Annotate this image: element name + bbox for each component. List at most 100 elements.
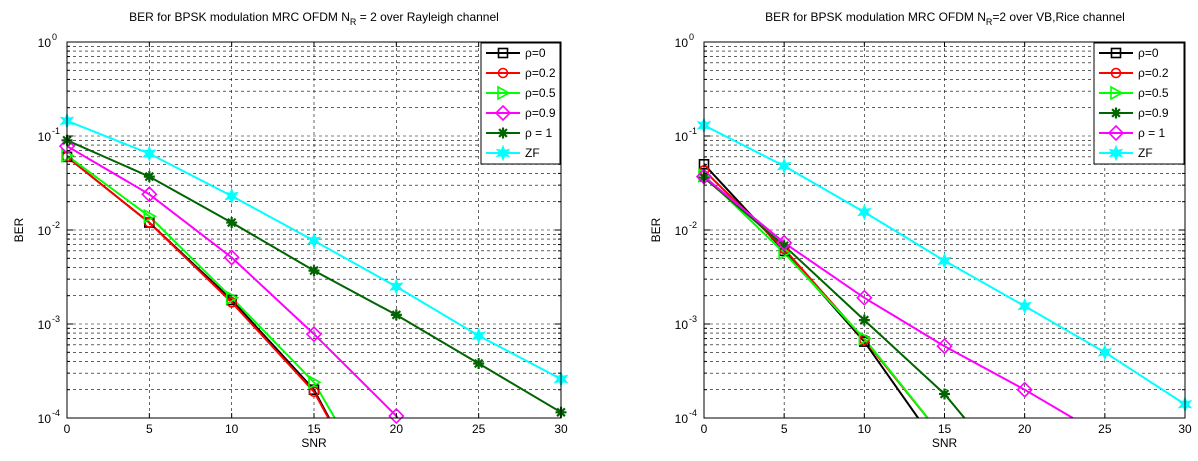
title-rest: = 2 over Rayleigh channel	[356, 10, 498, 24]
title-main: BER for BPSK modulation MRC OFDM N	[129, 10, 350, 24]
y-tick-label: 10 0	[38, 32, 57, 50]
y-tick-base: 10	[38, 130, 52, 144]
y-tick-label: 10 -3	[38, 314, 60, 332]
legend-marker	[497, 67, 509, 79]
data-point-marker	[308, 386, 320, 398]
y-tick-base: 10	[675, 224, 689, 238]
data-point-marker	[308, 265, 320, 277]
y-tick-exponent: -4	[689, 408, 697, 418]
data-point-marker	[308, 374, 322, 390]
data-point-marker	[223, 249, 240, 266]
legend-box	[480, 42, 561, 165]
title-rest: =2 over VB,Rice channel	[992, 10, 1124, 24]
data-point-marker	[778, 240, 790, 252]
x-tick-label: 0	[701, 422, 708, 436]
data-point-marker	[141, 186, 158, 203]
legend-label: ρ=0.2	[525, 66, 556, 80]
y-tick-label: 10 -4	[675, 408, 697, 426]
legend-label: ρ=0.9	[525, 106, 556, 120]
legend-item: ρ=0.2	[1099, 66, 1169, 80]
data-point-marker	[858, 314, 870, 326]
data-point-marker	[856, 289, 873, 306]
data-point-marker	[305, 326, 323, 343]
legend-marker	[1110, 67, 1122, 79]
data-point-marker	[939, 388, 950, 400]
data-point-marker	[776, 234, 793, 251]
x-tick-label: 5	[146, 422, 153, 436]
y-tick-base: 10	[38, 224, 52, 238]
legend-marker	[497, 85, 511, 101]
legend: ρ=0 ρ=0.2 ρ=0.5 ρ=0.9 ρ = 1 ZF	[480, 42, 561, 165]
y-tick-label: 10 -1	[675, 126, 697, 144]
x-tick-label: 30	[1178, 422, 1192, 436]
x-tick-label: 0	[64, 422, 71, 436]
legend-marker	[1110, 107, 1122, 119]
legend-item: ZF	[1099, 144, 1153, 162]
y-tick-base: 10	[675, 318, 689, 332]
data-point-marker	[143, 208, 158, 224]
legend-item: ρ=0	[1099, 46, 1159, 60]
data-point-marker	[142, 145, 157, 163]
y-tick-label: 10 0	[675, 32, 694, 50]
legend-label: ρ=0.9	[1138, 106, 1169, 120]
data-point-marker	[389, 278, 404, 296]
title-main: BER for BPSK modulation MRC OFDM N	[765, 10, 986, 24]
legend-marker	[1108, 144, 1124, 162]
legend-item: ρ=0.5	[486, 85, 556, 101]
y-tick-exponent: -4	[52, 408, 60, 418]
legend-label: ZF	[525, 146, 540, 160]
y-tick-base: 10	[675, 36, 689, 50]
x-tick-label: 15	[938, 422, 952, 436]
y-tick-exponent: -2	[689, 220, 697, 230]
x-tick-label: 10	[225, 422, 239, 436]
legend-label: ρ=0	[525, 46, 546, 60]
legend-label: ρ=0.5	[525, 86, 556, 100]
y-tick-exponent: -1	[689, 126, 697, 136]
x-tick-label: 15	[307, 422, 321, 436]
x-axis-label: SNR	[932, 436, 958, 450]
series-line-1	[67, 156, 330, 418]
y-tick-base: 10	[675, 130, 689, 144]
y-tick-label: 10 -2	[38, 220, 60, 238]
title-subscript: R	[986, 17, 993, 27]
x-tick-label: 25	[1098, 422, 1112, 436]
data-point-marker	[1016, 381, 1033, 398]
y-tick-label: 10 -1	[38, 126, 60, 144]
y-tick-exponent: 0	[52, 32, 57, 42]
legend-label: ρ=0	[1138, 46, 1159, 60]
y-tick-exponent: -3	[689, 314, 697, 324]
legend-marker	[494, 104, 512, 122]
markers-group	[58, 112, 569, 425]
data-point-marker	[473, 358, 485, 369]
chart-title: BER for BPSK modulation MRC OFDM NR = 2 …	[129, 10, 499, 27]
legend-item: ρ=0.9	[1099, 106, 1169, 120]
x-tick-label: 25	[472, 422, 486, 436]
data-point-marker	[390, 309, 402, 321]
y-tick-exponent: -3	[52, 314, 60, 324]
data-point-marker	[388, 407, 405, 425]
data-point-marker	[857, 203, 872, 221]
legend-item: ρ = 1	[1099, 124, 1166, 142]
legend-box	[1093, 42, 1185, 165]
data-point-marker	[776, 157, 792, 175]
y-tick-exponent: 0	[689, 32, 694, 42]
legend-item: ρ=0.2	[486, 66, 556, 80]
data-point-marker	[1097, 343, 1113, 361]
y-tick-base: 10	[675, 412, 689, 426]
legend-item: ρ=0.5	[1099, 85, 1169, 101]
legend-marker	[495, 144, 511, 162]
x-tick-label: 20	[390, 422, 404, 436]
legend-label: ρ = 1	[1138, 126, 1166, 140]
data-point-marker	[1017, 297, 1032, 315]
legend-label: ρ=0.2	[1138, 66, 1169, 80]
y-tick-label: 10 -2	[675, 220, 697, 238]
legend-item: ρ=0	[486, 46, 546, 60]
legend-label: ρ=0.5	[1138, 86, 1169, 100]
x-tick-label: 5	[781, 422, 788, 436]
data-point-marker	[937, 252, 952, 270]
legend-item: ρ = 1	[486, 126, 553, 140]
legend-item: ρ=0.9	[486, 104, 556, 122]
series-line-3	[67, 145, 399, 418]
